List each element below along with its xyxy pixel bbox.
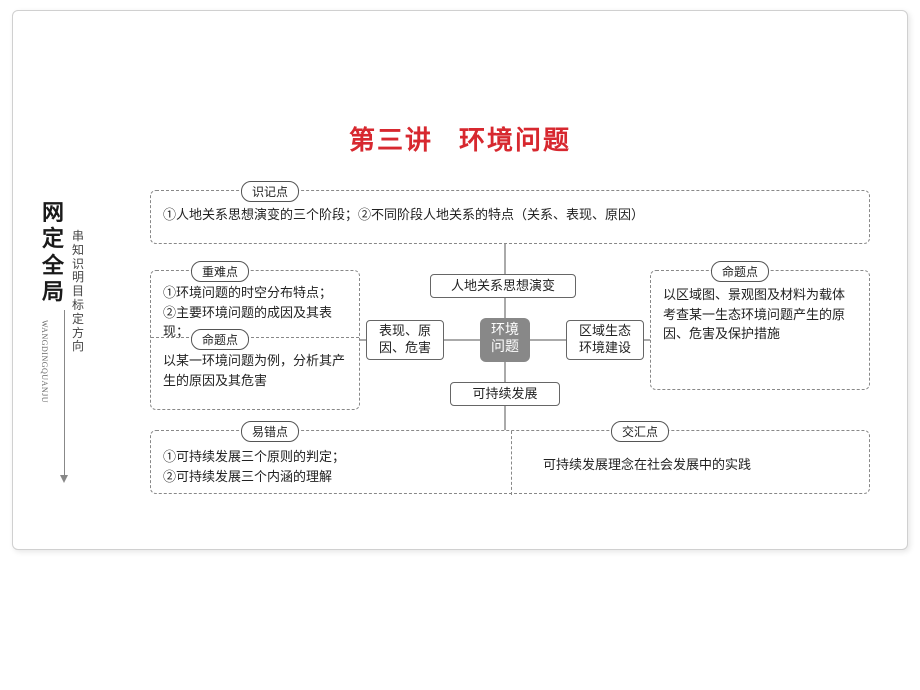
sidebar-main: 网定全局 [40, 200, 66, 306]
box-bottom-group: 易错点 交汇点 ①可持续发展三个原则的判定； ②可持续发展三个内涵的理解 可持续… [150, 430, 870, 494]
tag-jiaohui: 交汇点 [611, 421, 669, 442]
tag-zhongnan: 重难点 [191, 261, 249, 282]
box-shiji: 识记点 ①人地关系思想演变的三个阶段；②不同阶段人地关系的特点（关系、表现、原因… [150, 190, 870, 244]
sidebar-sub: 串知识 明目标 定方向 [72, 230, 84, 354]
node-bottom: 可持续发展 [450, 382, 560, 406]
node-right-label: 区域生态 环境建设 [579, 323, 631, 357]
sidebar: 网定全局 串知识 明目标 定方向 WANGDINGQUANJU [40, 190, 100, 490]
page-title: 第三讲环境问题 [0, 120, 920, 157]
tag-mingti-right: 命题点 [711, 261, 769, 282]
content-area: 网定全局 串知识 明目标 定方向 WANGDINGQUANJU 识记点 ①人地关… [40, 190, 880, 510]
title-part2: 环境问题 [459, 126, 571, 155]
left-divider [151, 337, 359, 338]
text-mingti-right: 以区域图、景观图及材料为载体考查某一生态环境问题产生的原因、危害及保护措施 [651, 271, 869, 350]
node-bottom-label: 可持续发展 [472, 386, 537, 403]
node-center-label: 环境 问题 [491, 323, 519, 357]
node-top: 人地关系思想演变 [430, 274, 576, 298]
title-part1: 第三讲 [349, 126, 433, 155]
box-left-group: 重难点 ①环境问题的时空分布特点； ②主要环境问题的成因及其表现； 命题点 以某… [150, 270, 360, 410]
node-left: 表现、原 因、危害 [366, 320, 444, 360]
arrow-down-icon [60, 475, 68, 483]
diagram: 识记点 ①人地关系思想演变的三个阶段；②不同阶段人地关系的特点（关系、表现、原因… [110, 190, 880, 500]
text-jiaohui: 可持续发展理念在社会发展中的实践 [531, 447, 861, 481]
text-mingti-left: 以某一环境问题为例，分析其产生的原因及其危害 [151, 343, 359, 396]
node-left-label: 表现、原 因、危害 [379, 323, 431, 357]
tag-shiji: 识记点 [241, 181, 299, 202]
text-yicuo-1: ①可持续发展三个原则的判定； [163, 447, 489, 467]
text-zhongnan-1: ①环境问题的时空分布特点； [163, 283, 347, 303]
text-yicuo-2: ②可持续发展三个内涵的理解 [163, 467, 489, 487]
node-center: 环境 问题 [480, 318, 530, 362]
node-right: 区域生态 环境建设 [566, 320, 644, 360]
sidebar-pinyin: WANGDINGQUANJU [40, 320, 54, 403]
sidebar-divider [64, 310, 65, 480]
bottom-divider [511, 431, 512, 495]
node-top-label: 人地关系思想演变 [451, 278, 555, 295]
box-mingti-right: 命题点 以区域图、景观图及材料为载体考查某一生态环境问题产生的原因、危害及保护措… [650, 270, 870, 390]
